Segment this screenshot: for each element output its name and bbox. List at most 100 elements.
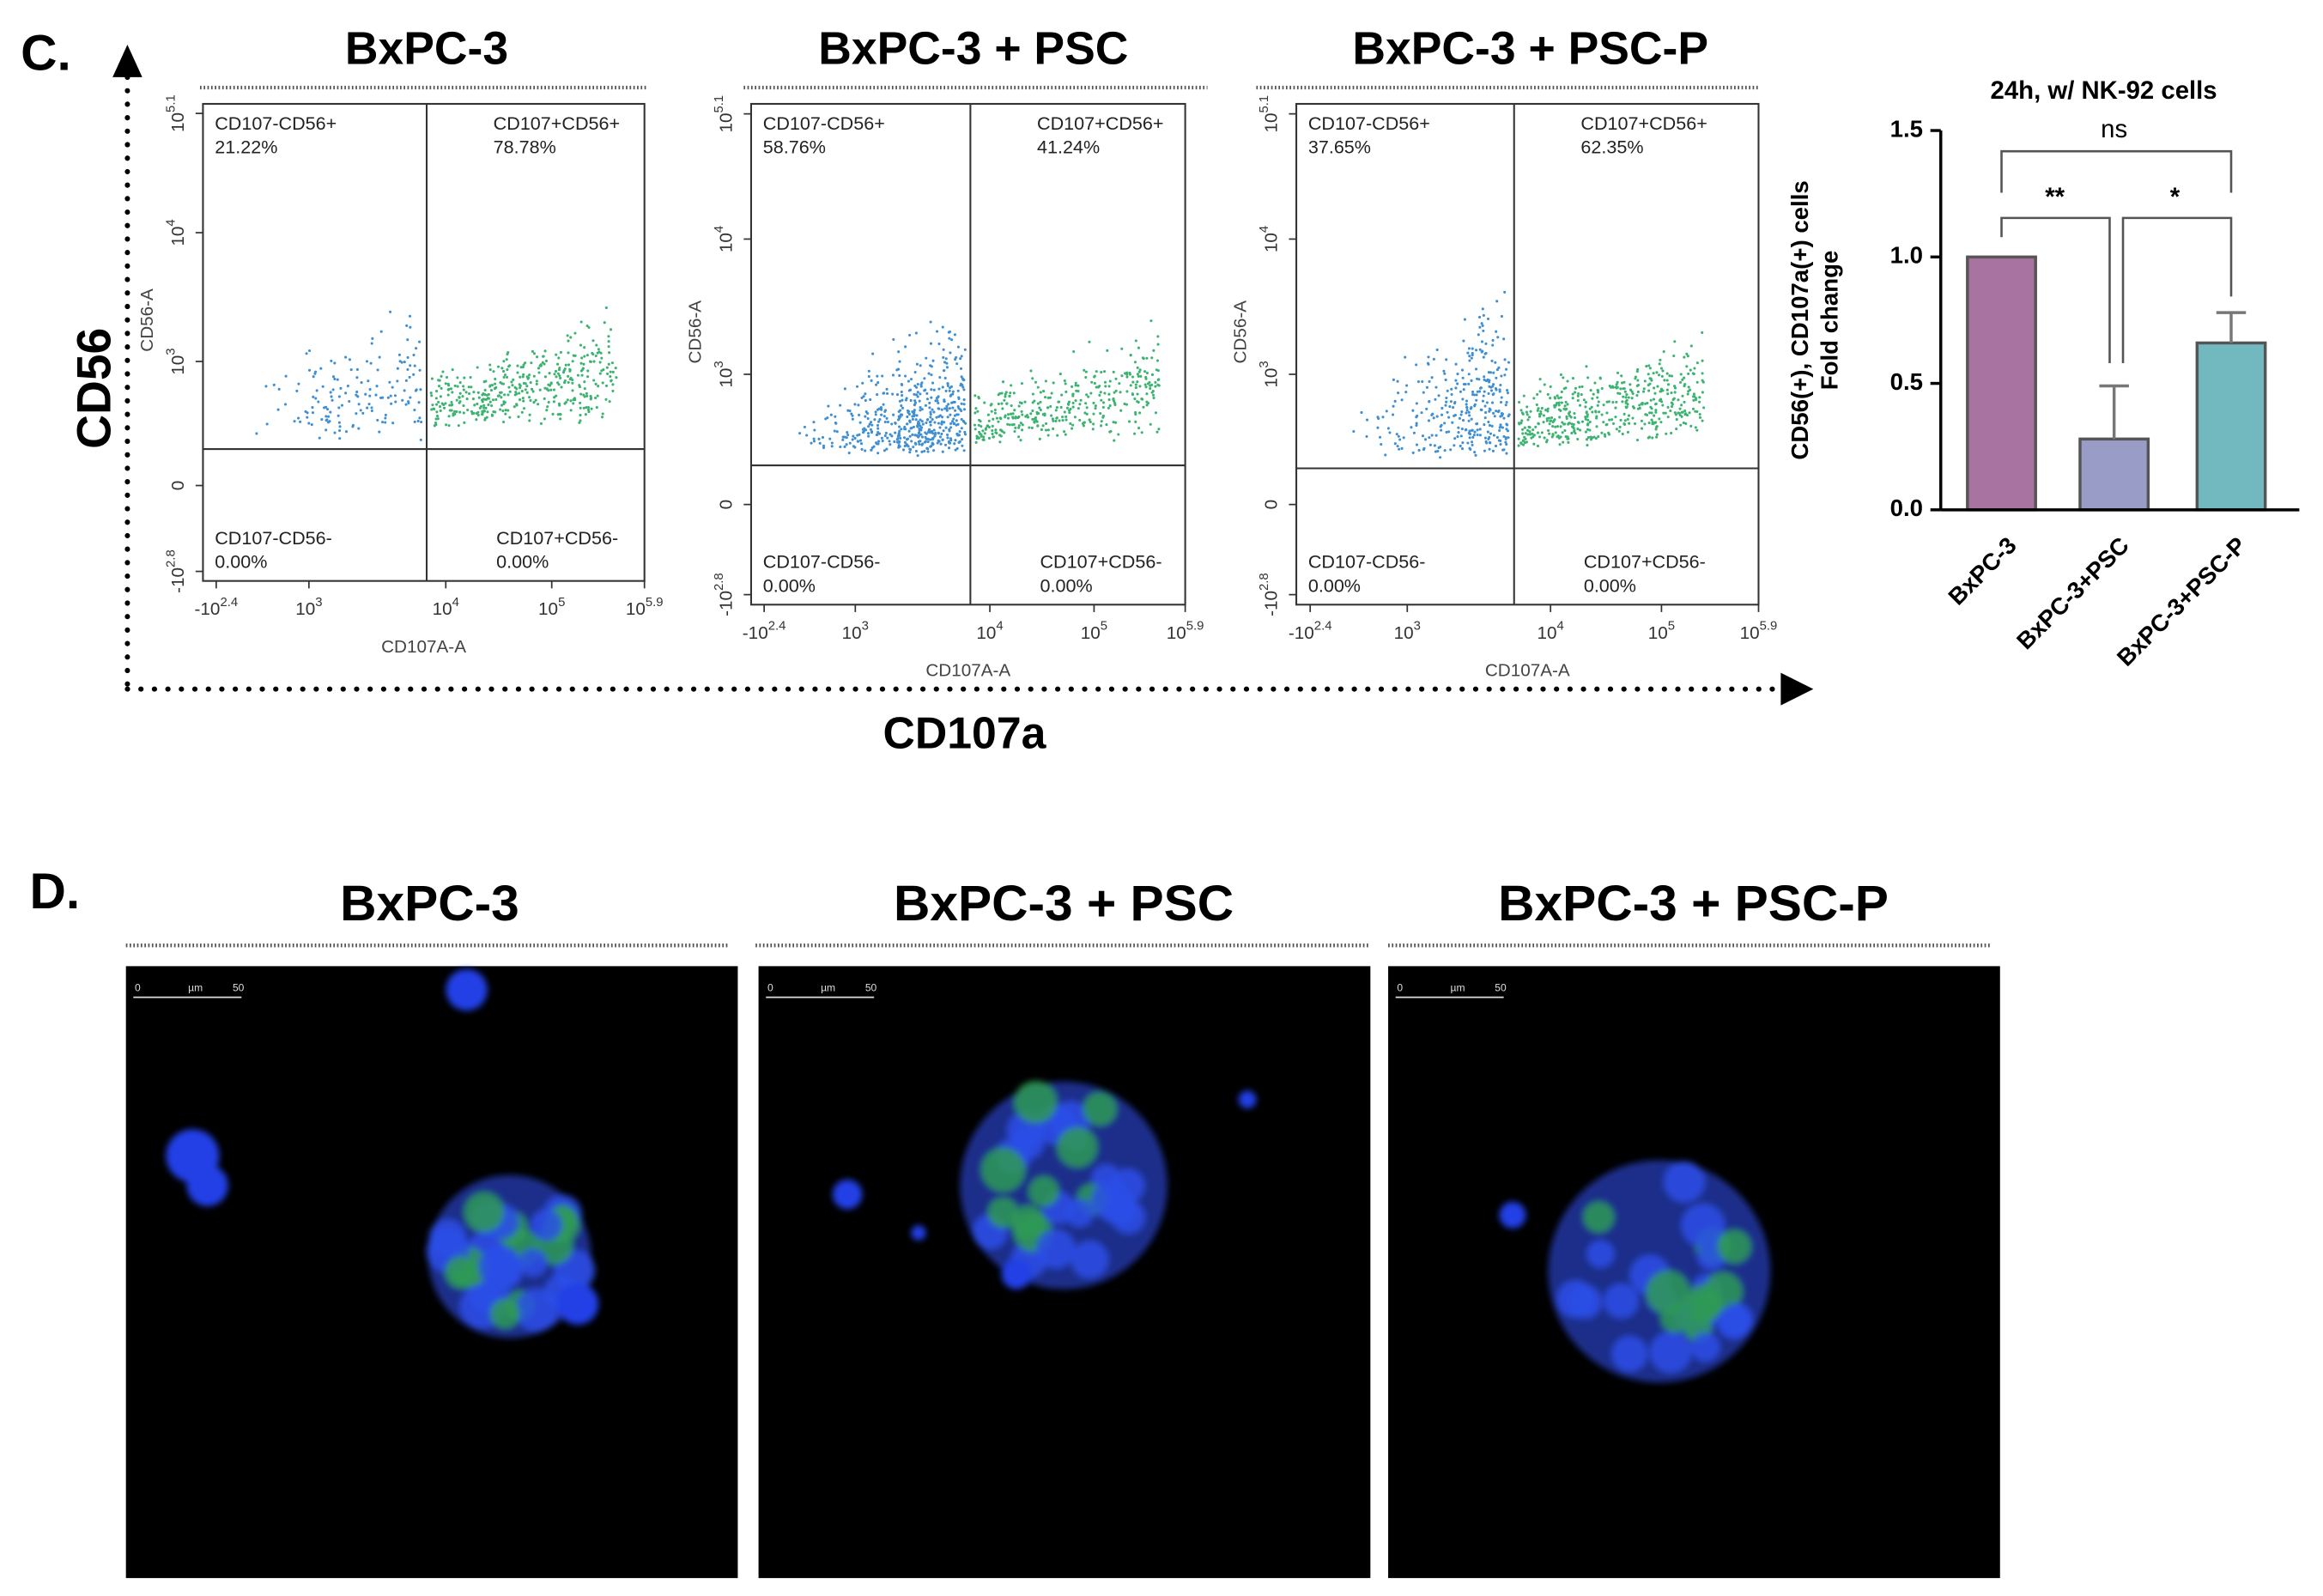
event-dot — [1505, 452, 1508, 455]
event-dot — [1650, 411, 1653, 415]
event-dot — [880, 413, 883, 416]
event-dot — [1698, 412, 1701, 416]
event-dot — [1447, 416, 1451, 419]
event-dot — [482, 380, 486, 384]
event-dot — [1656, 385, 1659, 388]
quadrant-percent: 21.22% — [215, 136, 277, 157]
event-dot — [1499, 423, 1502, 427]
event-dot — [1094, 407, 1097, 410]
event-dot — [943, 376, 947, 379]
event-dot — [911, 433, 914, 436]
event-dot — [852, 434, 855, 438]
event-dot — [609, 328, 613, 331]
event-dot — [490, 383, 494, 387]
event-dot — [829, 413, 833, 416]
event-dot — [503, 393, 506, 397]
nucleus — [1057, 1126, 1098, 1168]
event-dot — [1084, 370, 1088, 373]
event-dot — [1154, 385, 1157, 388]
event-dot — [1120, 347, 1124, 350]
error-bar — [2216, 311, 2247, 343]
event-dot — [945, 407, 949, 410]
event-dot — [1468, 359, 1471, 362]
event-dot — [930, 388, 933, 391]
event-dot — [1137, 427, 1141, 430]
event-dot — [1411, 409, 1415, 412]
event-dot — [1565, 416, 1568, 421]
event-dot — [1523, 435, 1526, 439]
event-dot — [921, 422, 925, 426]
event-dot — [1681, 410, 1684, 414]
event-dot — [1665, 372, 1669, 375]
event-dot — [1624, 401, 1628, 404]
event-dot — [856, 434, 859, 437]
event-dot — [1556, 394, 1559, 397]
event-dot — [1065, 406, 1069, 410]
event-dot — [337, 414, 340, 417]
event-dot — [539, 422, 543, 425]
event-dot — [1517, 437, 1520, 440]
event-dot — [919, 364, 922, 367]
event-dot — [1011, 416, 1015, 419]
event-dot — [1659, 390, 1662, 393]
event-dot — [1595, 425, 1598, 428]
event-dot — [1488, 440, 1491, 445]
event-dot — [1008, 423, 1011, 427]
event-dot — [1465, 403, 1468, 406]
event-dot — [1558, 416, 1562, 419]
quadrant-name: CD107+CD56+ — [1037, 112, 1163, 134]
event-dot — [548, 372, 551, 375]
event-dot — [1497, 366, 1501, 369]
event-dot — [1528, 433, 1531, 436]
cell — [446, 968, 488, 1011]
event-dot — [901, 394, 904, 397]
event-dot — [1004, 395, 1007, 398]
event-dot — [1034, 380, 1038, 384]
event-dot — [1586, 376, 1590, 379]
event-dot — [1446, 389, 1449, 392]
event-dot — [925, 421, 928, 425]
event-dot — [955, 362, 959, 366]
event-dot — [937, 407, 941, 410]
event-dot — [1493, 415, 1496, 418]
event-dot — [1107, 385, 1111, 388]
event-dot — [1501, 448, 1505, 452]
event-dot — [1626, 430, 1629, 434]
event-dot — [568, 367, 572, 371]
event-dot — [955, 419, 958, 422]
event-dot — [1023, 400, 1027, 404]
event-dot — [1376, 426, 1380, 429]
event-dot — [555, 394, 558, 397]
event-dot — [907, 410, 911, 413]
event-dot — [1495, 368, 1499, 372]
event-dot — [582, 362, 585, 366]
event-dot — [522, 363, 525, 367]
event-dot — [1662, 411, 1665, 415]
event-dot — [1627, 396, 1630, 399]
tick-base: -10 — [1262, 591, 1282, 616]
event-dot — [1502, 337, 1506, 341]
event-dot — [1075, 389, 1078, 392]
event-dot — [916, 425, 919, 428]
event-dot — [477, 396, 481, 399]
event-dot — [327, 415, 331, 418]
event-dot — [867, 434, 870, 438]
event-dot — [1695, 428, 1699, 432]
event-dot — [324, 428, 328, 432]
event-dot — [900, 390, 903, 394]
event-dot — [1404, 355, 1407, 359]
event-dot — [543, 349, 547, 353]
tick-label: 103 — [164, 348, 188, 374]
event-dot — [919, 440, 922, 443]
event-dot — [1439, 456, 1442, 459]
event-dot — [959, 357, 962, 361]
tick-label: 105.9 — [1740, 619, 1778, 643]
event-dot — [556, 381, 560, 385]
event-dot — [1136, 366, 1139, 369]
tick-label: 105 — [1648, 619, 1675, 643]
event-dot — [506, 375, 509, 379]
event-dot — [492, 410, 495, 414]
event-dot — [1624, 406, 1629, 410]
event-dot — [942, 355, 945, 359]
event-dot — [415, 347, 418, 350]
